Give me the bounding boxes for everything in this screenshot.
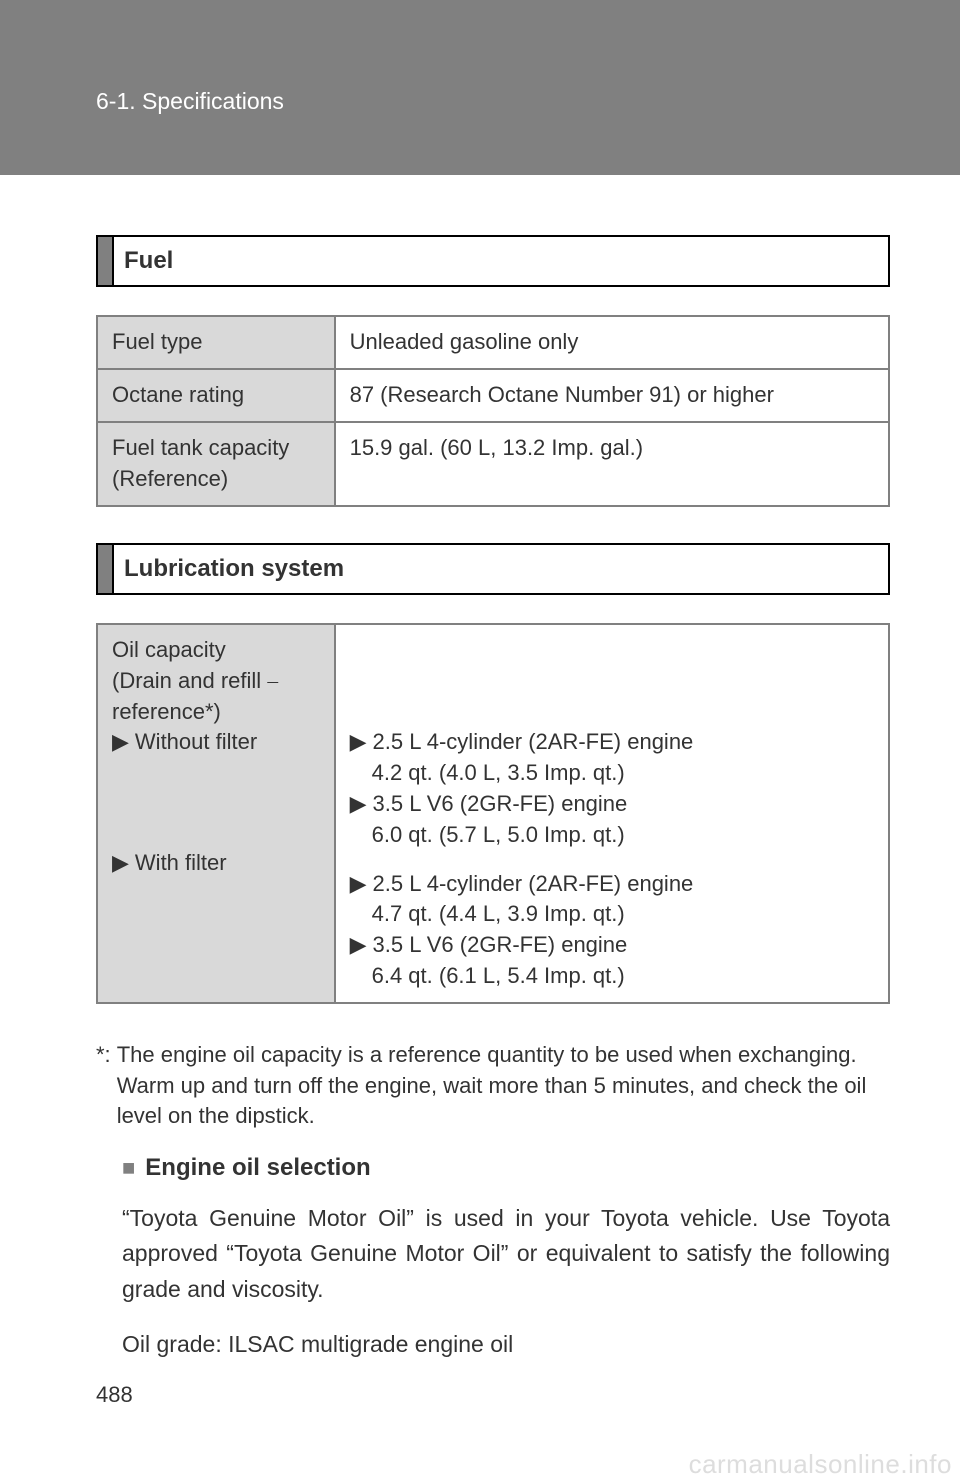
oil-with-e1: 2.5 L 4-cylinder (2AR-FE) engine <box>373 869 694 900</box>
with-filter-label-line: ▶ With filter <box>112 848 320 879</box>
oil-with-e1-line: ▶ 2.5 L 4-cylinder (2AR-FE) engine <box>350 869 874 900</box>
oil-heading-1: Oil capacity <box>112 635 320 666</box>
header-band: 6-1. Specifications <box>0 0 960 175</box>
watermark: carmanualsonline.info <box>689 1449 952 1480</box>
oil-without-e2-line: ▶ 3.5 L V6 (2GR-FE) engine <box>350 789 874 820</box>
lubrication-table: Oil capacity (Drain and refill ⎯ referen… <box>96 623 890 1004</box>
oil-with-v2: 6.4 qt. (6.1 L, 5.4 Imp. qt.) <box>350 961 874 992</box>
section-title-lubrication: Lubrication system <box>114 545 354 593</box>
oil-heading-3: reference*) <box>112 697 320 728</box>
section-header-lubrication: Lubrication system <box>96 543 890 595</box>
section-title-fuel: Fuel <box>114 237 183 285</box>
oil-without-v2: 6.0 qt. (5.7 L, 5.0 Imp. qt.) <box>350 820 874 851</box>
triangle-icon: ▶ <box>350 727 367 758</box>
footnote: *: The engine oil capacity is a referenc… <box>96 1040 890 1132</box>
engine-oil-selection-title: Engine oil selection <box>145 1152 370 1184</box>
fuel-type-label: Fuel type <box>97 316 335 369</box>
without-filter-label-line: ▶ Without filter <box>112 727 320 758</box>
oil-without-e1: 2.5 L 4-cylinder (2AR-FE) engine <box>373 727 694 758</box>
with-filter-label: With filter <box>135 848 227 879</box>
oil-with-e2: 3.5 L V6 (2GR-FE) engine <box>373 930 628 961</box>
oil-heading-2: (Drain and refill ⎯ <box>112 666 320 697</box>
oil-capacity-label: Oil capacity (Drain and refill ⎯ referen… <box>97 624 335 1003</box>
fuel-type-value: Unleaded gasoline only <box>335 316 889 369</box>
oil-without-v1: 4.2 qt. (4.0 L, 3.5 Imp. qt.) <box>350 758 874 789</box>
section-header-fuel: Fuel <box>96 235 890 287</box>
tank-value: 15.9 gal. (60 L, 13.2 Imp. gal.) <box>335 422 889 506</box>
oil-without-e1-line: ▶ 2.5 L 4-cylinder (2AR-FE) engine <box>350 727 874 758</box>
table-row: Oil capacity (Drain and refill ⎯ referen… <box>97 624 889 1003</box>
triangle-icon: ▶ <box>112 727 129 758</box>
table-row: Octane rating 87 (Research Octane Number… <box>97 369 889 422</box>
engine-oil-para-1: “Toyota Genuine Motor Oil” is used in yo… <box>122 1201 890 1308</box>
engine-oil-selection-heading: ■ Engine oil selection <box>122 1152 890 1184</box>
octane-value: 87 (Research Octane Number 91) or higher <box>335 369 889 422</box>
footnote-text: The engine oil capacity is a reference q… <box>117 1040 890 1132</box>
engine-oil-para-2: Oil grade: ILSAC multigrade engine oil <box>122 1327 890 1363</box>
page-content: Fuel Fuel type Unleaded gasoline only Oc… <box>0 175 960 1363</box>
fuel-table: Fuel type Unleaded gasoline only Octane … <box>96 315 890 506</box>
triangle-icon: ▶ <box>350 930 367 961</box>
page-number: 488 <box>96 1382 133 1408</box>
oil-with-e2-line: ▶ 3.5 L V6 (2GR-FE) engine <box>350 930 874 961</box>
without-filter-label: Without filter <box>135 727 257 758</box>
tank-label: Fuel tank capacity (Reference) <box>97 422 335 506</box>
section-tab <box>98 545 114 593</box>
octane-label: Octane rating <box>97 369 335 422</box>
triangle-icon: ▶ <box>350 869 367 900</box>
triangle-icon: ▶ <box>350 789 367 820</box>
oil-with-v1: 4.7 qt. (4.4 L, 3.9 Imp. qt.) <box>350 899 874 930</box>
chapter-title: 6-1. Specifications <box>96 88 960 115</box>
square-icon: ■ <box>122 1152 135 1184</box>
triangle-icon: ▶ <box>112 848 129 879</box>
oil-capacity-value: ▶ 2.5 L 4-cylinder (2AR-FE) engine 4.2 q… <box>335 624 889 1003</box>
table-row: Fuel tank capacity (Reference) 15.9 gal.… <box>97 422 889 506</box>
section-tab <box>98 237 114 285</box>
oil-without-e2: 3.5 L V6 (2GR-FE) engine <box>373 789 628 820</box>
footnote-mark: *: <box>96 1040 111 1132</box>
table-row: Fuel type Unleaded gasoline only <box>97 316 889 369</box>
